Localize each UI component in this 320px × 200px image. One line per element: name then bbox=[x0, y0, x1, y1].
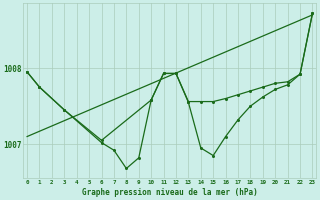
X-axis label: Graphe pression niveau de la mer (hPa): Graphe pression niveau de la mer (hPa) bbox=[82, 188, 258, 197]
